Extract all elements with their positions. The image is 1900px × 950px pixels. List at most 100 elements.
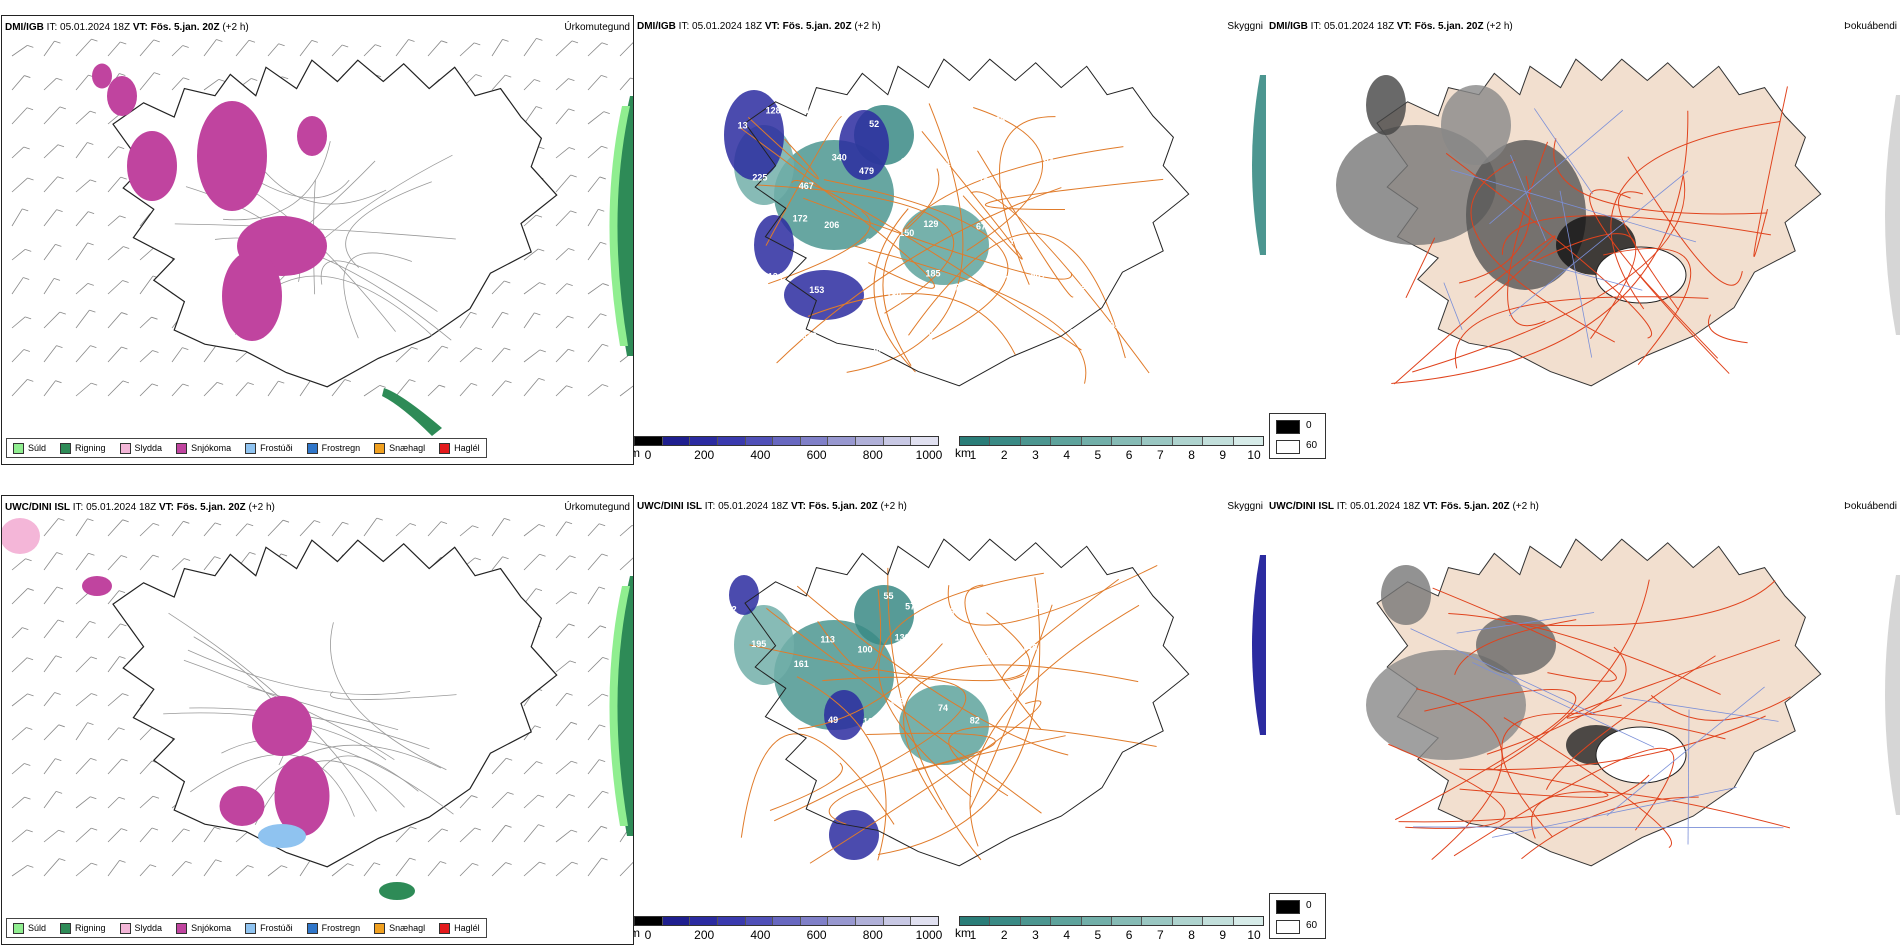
iceland-coastline	[112, 59, 558, 388]
cloud-legend-box-top: 0 60	[1269, 413, 1326, 459]
legend-swatch	[60, 922, 72, 934]
wind-barb-flag	[505, 74, 512, 78]
wind-barb	[75, 242, 88, 261]
colorbar-tick-label: 1	[969, 448, 977, 462]
valid-time: VT: Fös. 5.jan. 20Z	[158, 502, 246, 513]
legend-item: Snæhagl	[374, 922, 426, 934]
variable-title: Úrkomutegund	[564, 22, 630, 33]
wind-barb-flag	[214, 556, 221, 559]
colorbar-tick-label: 3	[1032, 928, 1039, 942]
legend-swatch	[374, 922, 386, 934]
wind-barb	[587, 176, 601, 193]
wind-barb	[43, 311, 61, 329]
wind-barb	[491, 39, 503, 57]
wind-barb-flag	[409, 857, 416, 861]
legend-label: Snæhagl	[389, 923, 426, 933]
legend-swatch	[439, 442, 451, 454]
river-line	[1443, 282, 1463, 330]
visibility-area	[854, 585, 914, 645]
wind-barb	[203, 79, 220, 91]
road-line	[1001, 578, 1119, 681]
colorbar-tick-label: 400	[750, 448, 771, 462]
wind-barb	[555, 147, 570, 159]
wind-barb-flag	[602, 283, 609, 286]
wind-barb	[75, 142, 88, 159]
colorbar-tick-label: 600	[806, 448, 827, 462]
valid-time: VT: Fös. 5.jan. 20Z	[132, 22, 220, 33]
cloud-legend-box-bottom: 0 60	[1269, 893, 1326, 939]
wind-barb	[139, 213, 151, 227]
wind-barb-flag	[90, 179, 97, 183]
wind-barb-flag	[470, 311, 477, 315]
legend-label: Rigning	[75, 443, 106, 453]
wind-barb-flag	[151, 383, 159, 387]
road-line	[320, 260, 438, 312]
valid-time: VT: Fös. 5.jan. 20Z	[1422, 501, 1510, 512]
road-line	[1501, 215, 1771, 255]
colorbar-tick-label: 10	[1247, 448, 1261, 462]
ceiling-value-label: 147	[985, 584, 1000, 594]
wind-barb-flag	[88, 552, 95, 556]
snowfall-area	[219, 786, 265, 826]
road-line	[1536, 233, 1637, 339]
wind-barb-flag	[342, 521, 349, 525]
road-line	[1405, 237, 1436, 298]
colorbar-tick-label: 1	[969, 928, 977, 942]
map-header: UWC/DINI ISL IT: 05.01.2024 18Z VT: Fös.…	[5, 502, 630, 513]
wind-barb	[587, 145, 602, 159]
wind-barb-flag	[25, 248, 32, 252]
wind-barb-flag	[569, 660, 577, 664]
rain-band	[382, 388, 442, 436]
valid-time: VT: Fös. 5.jan. 20Z	[1396, 21, 1484, 32]
wind-barb-flag	[24, 316, 32, 320]
init-time: IT: 05.01.2024 18Z	[72, 502, 157, 513]
wind-barb-flag	[91, 862, 98, 866]
wind-barb	[555, 623, 569, 639]
ceiling-value-label: 74	[938, 703, 948, 713]
ceiling-value-label: 172	[793, 213, 808, 223]
wind-barb-flag	[152, 350, 159, 353]
ceiling-value-label: 86	[1025, 172, 1035, 182]
wind-barb	[555, 521, 567, 537]
wind-barb	[363, 517, 378, 537]
wind-barb-flag	[59, 106, 66, 110]
wind-barb-flag	[55, 380, 62, 384]
wind-barb-flag	[441, 345, 449, 349]
wind-barb	[619, 861, 633, 877]
wind-barb-flag	[379, 385, 386, 388]
wind-barb	[235, 39, 250, 57]
road-line	[1521, 796, 1699, 860]
legend-label: Súld	[28, 443, 47, 453]
legend-item: Frostregn	[306, 442, 360, 454]
wind-barb	[43, 791, 57, 809]
wind-barb	[235, 382, 249, 397]
wind-barb-flag	[280, 553, 288, 557]
road-line	[977, 150, 1074, 298]
wind-barb	[523, 38, 537, 57]
wind-barb	[267, 519, 284, 537]
road-line	[1507, 141, 1549, 327]
wind-barb	[43, 518, 59, 537]
wind-barb-flag	[183, 828, 190, 832]
fog-index-map	[1366, 538, 1900, 867]
wind-barb-flag	[183, 520, 190, 524]
variable-title: Skyggni	[1227, 501, 1263, 512]
colorbar-tick-label: 800	[862, 928, 883, 942]
wind-barb	[459, 383, 472, 397]
wind-barb-flag	[539, 861, 546, 865]
wind-barb	[587, 759, 600, 775]
wind-barb-flag	[507, 792, 514, 795]
cloud-visibility-map: 13 128 125 2989 52 148 114 166 358 179 120 225 467 34…	[724, 58, 1266, 387]
wind-barb	[395, 346, 412, 363]
land-fill	[1376, 538, 1822, 867]
river-line	[1450, 169, 1697, 243]
wind-barb-flag	[87, 283, 94, 286]
wind-barb	[43, 552, 58, 571]
ceiling-value-label: 55	[883, 591, 893, 601]
wind-barb-flag	[504, 347, 511, 351]
precip-map-panel-bottom: UWC/DINI ISL IT: 05.01.2024 18Z VT: Fös.…	[1, 495, 634, 945]
wind-barb	[427, 345, 443, 363]
wind-barb	[555, 108, 569, 125]
road-line	[1459, 767, 1609, 798]
road-line	[1432, 587, 1617, 682]
